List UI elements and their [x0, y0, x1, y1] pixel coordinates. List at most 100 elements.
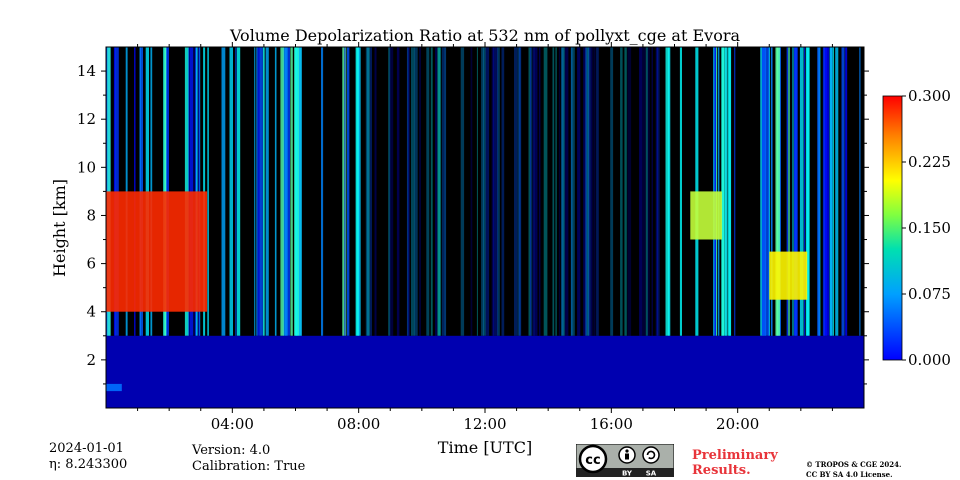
- colorbar-tick-label: 0.150: [908, 219, 951, 237]
- x-axis: 04:00 08:00 12:00 16:00 20:00: [137, 42, 833, 433]
- heatmap-column: [501, 47, 505, 336]
- heatmap-cirrus-cloud: [690, 191, 722, 240]
- x-tick-label: 12:00: [463, 415, 506, 433]
- heatmap-column: [236, 47, 241, 336]
- heatmap-column: [817, 47, 820, 336]
- heatmap-column: [543, 47, 548, 336]
- heatmap-column: [388, 47, 391, 336]
- heatmap-column: [496, 47, 498, 336]
- sa-label: SA: [646, 470, 657, 478]
- heatmap-column: [776, 47, 780, 336]
- heatmap-column: [437, 47, 441, 336]
- copyright-line-2: CC BY SA 4.0 License.: [806, 470, 893, 479]
- heatmap-column: [534, 47, 538, 336]
- cc-by-sa-badge[interactable]: cc BY SA: [576, 444, 674, 477]
- heatmap-column: [845, 47, 848, 336]
- heatmap-column: [257, 47, 261, 336]
- heatmap-column: [645, 47, 648, 336]
- heatmap-column: [470, 47, 473, 336]
- heatmap-column: [221, 47, 226, 336]
- y-axis-label: Height [km]: [50, 179, 69, 277]
- heatmap-column: [290, 47, 293, 336]
- heatmap-aerosol-layer: [106, 383, 122, 392]
- heatmap-column: [552, 47, 555, 336]
- heatmap-column: [771, 47, 773, 336]
- heatmap-boundary-layer: [106, 335, 864, 408]
- chart-title: Volume Depolarization Ratio at 532 nm of…: [229, 26, 741, 45]
- calibration-text: Calibration: True: [192, 459, 306, 474]
- heatmap-column: [207, 47, 209, 336]
- x-tick-label: 04:00: [211, 415, 254, 433]
- heatmap-column: [369, 47, 372, 336]
- heatmap-column: [651, 47, 653, 336]
- heatmap-column: [299, 47, 302, 336]
- heatmap-column: [321, 47, 324, 336]
- heatmap-column: [476, 47, 478, 336]
- eta-text: η: 8.243300: [49, 457, 128, 472]
- heatmap-column: [794, 47, 798, 336]
- heatmap-column: [497, 47, 500, 336]
- heatmap-column: [342, 47, 347, 336]
- heatmap-column: [365, 47, 370, 336]
- by-icon-body: [625, 453, 629, 460]
- heatmap-column: [396, 47, 400, 336]
- heatmap-column: [389, 47, 394, 336]
- heatmap-column: [639, 47, 643, 336]
- heatmap-column: [481, 47, 484, 336]
- heatmap-cirrus-cloud: [769, 251, 808, 300]
- heatmap-column: [656, 47, 660, 336]
- heatmap-column: [721, 47, 725, 336]
- heatmap-column: [406, 47, 409, 336]
- heatmap-column: [519, 47, 522, 336]
- heatmap-column: [642, 47, 646, 336]
- heatmap-column: [585, 47, 587, 336]
- heatmap-column: [564, 47, 569, 336]
- heatmap-column: [483, 47, 486, 336]
- heatmap-column: [259, 47, 263, 336]
- heatmap-column: [561, 47, 565, 336]
- version-info: Version: 4.0 Calibration: True: [192, 443, 305, 475]
- x-tick-label: 16:00: [590, 415, 633, 433]
- heatmap-column: [593, 47, 596, 336]
- heatmap-column: [263, 47, 265, 336]
- heatmap-column: [491, 47, 494, 336]
- y-tick-label: 6: [86, 255, 96, 273]
- cc-icon-label: cc: [585, 453, 600, 468]
- heatmap-column: [435, 47, 438, 336]
- by-label: BY: [622, 470, 633, 478]
- heatmap-column: [514, 47, 518, 336]
- heatmap-column: [792, 47, 794, 336]
- date-info: 2024-01-01 η: 8.243300: [49, 441, 127, 473]
- heatmap-column: [414, 47, 418, 336]
- heatmap-column: [762, 47, 766, 336]
- heatmap-column: [235, 47, 237, 336]
- heatmap-column: [344, 47, 346, 336]
- heatmap-column: [765, 47, 770, 336]
- y-tick-label: 8: [86, 206, 96, 224]
- heatmap-column: [528, 47, 532, 336]
- heatmap-column: [493, 47, 497, 336]
- heatmap-column: [358, 47, 361, 336]
- heatmap-column: [274, 47, 277, 336]
- heatmap-column: [591, 47, 593, 336]
- y-tick-label: 12: [77, 110, 96, 128]
- heatmap-column: [229, 47, 233, 336]
- cc-icon: [578, 444, 608, 474]
- date-text: 2024-01-01: [49, 441, 124, 456]
- heatmap-column: [561, 47, 564, 336]
- heatmap-column: [284, 47, 288, 336]
- heatmap-column: [530, 47, 532, 336]
- heatmap-column: [444, 47, 447, 336]
- x-tick-label: 20:00: [716, 415, 759, 433]
- copyright-note: © TROPOS & CGE 2024. CC BY SA 4.0 Licens…: [806, 460, 901, 480]
- heatmap-column: [620, 47, 623, 336]
- heatmap-column: [786, 47, 789, 336]
- y-axis: 2 4 6 8 10 12 14: [77, 62, 869, 385]
- heatmap-column: [419, 47, 421, 336]
- colorbar-tick-label: 0.000: [908, 351, 951, 369]
- heatmap-column: [804, 47, 806, 336]
- colorbar-gradient: [882, 95, 903, 361]
- heatmap-column: [835, 47, 839, 336]
- heatmap-column: [587, 47, 591, 336]
- heatmap-column: [799, 47, 804, 336]
